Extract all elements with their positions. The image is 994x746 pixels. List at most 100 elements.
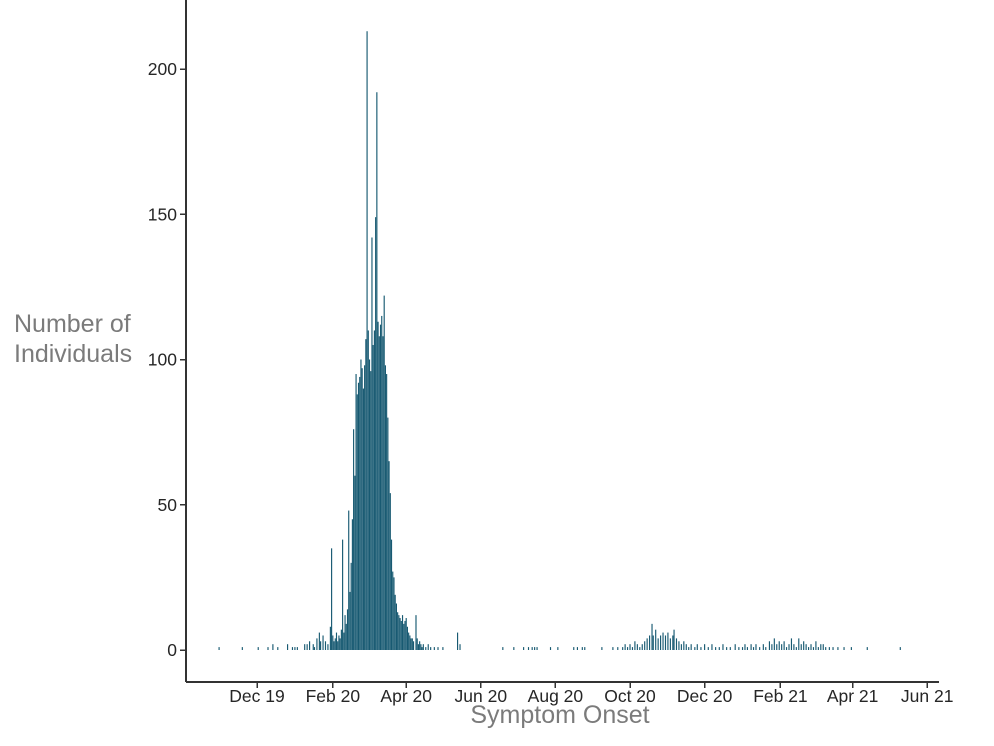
bar bbox=[843, 647, 845, 650]
bar bbox=[639, 647, 641, 650]
bar bbox=[383, 295, 385, 650]
bar bbox=[837, 647, 839, 650]
bar bbox=[622, 647, 624, 650]
bar bbox=[783, 641, 785, 650]
bar bbox=[406, 626, 408, 650]
bar bbox=[366, 31, 368, 651]
bar bbox=[378, 336, 380, 650]
bar bbox=[646, 638, 648, 650]
bar bbox=[399, 618, 401, 650]
bar bbox=[527, 647, 530, 650]
bar bbox=[729, 647, 731, 650]
bar bbox=[788, 644, 790, 650]
bar bbox=[601, 647, 603, 650]
y-axis-title-line2: Individuals bbox=[14, 340, 133, 368]
bar bbox=[296, 647, 298, 650]
bar bbox=[741, 647, 744, 650]
x-tick-label: Jun 20 bbox=[455, 686, 508, 706]
bar bbox=[822, 644, 824, 650]
bar bbox=[343, 632, 345, 650]
x-tick-label: Feb 20 bbox=[306, 686, 361, 706]
bar bbox=[371, 237, 373, 651]
bar bbox=[652, 635, 654, 650]
bar bbox=[375, 217, 377, 650]
bar bbox=[350, 562, 352, 650]
bar bbox=[655, 629, 657, 650]
bar bbox=[817, 647, 819, 650]
bar bbox=[416, 638, 418, 650]
bar bbox=[342, 539, 344, 650]
bar bbox=[359, 376, 361, 650]
bar bbox=[722, 644, 724, 650]
bar bbox=[810, 644, 812, 650]
bar bbox=[755, 644, 757, 650]
bar bbox=[641, 644, 643, 650]
bar bbox=[778, 641, 780, 650]
bar bbox=[379, 324, 382, 650]
bar bbox=[412, 641, 415, 650]
bar bbox=[384, 365, 386, 650]
bar bbox=[395, 603, 397, 650]
bar bbox=[707, 647, 709, 650]
bar bbox=[387, 417, 389, 650]
bar bbox=[355, 374, 357, 650]
bar bbox=[415, 615, 417, 650]
bar bbox=[634, 641, 636, 650]
bar bbox=[573, 647, 575, 650]
bar bbox=[715, 647, 717, 650]
bar bbox=[381, 315, 383, 650]
bar bbox=[531, 647, 533, 650]
bar bbox=[726, 647, 728, 650]
bar bbox=[367, 330, 369, 650]
bar bbox=[442, 647, 444, 650]
bar bbox=[353, 429, 355, 650]
bar bbox=[397, 612, 399, 651]
bar bbox=[704, 644, 706, 650]
bar bbox=[660, 635, 662, 650]
bar bbox=[390, 539, 393, 650]
bar bbox=[629, 644, 631, 650]
bar bbox=[649, 635, 651, 650]
bar bbox=[651, 623, 653, 650]
bar bbox=[364, 365, 366, 650]
bar bbox=[291, 647, 294, 650]
bar bbox=[322, 635, 324, 650]
bar bbox=[828, 647, 830, 650]
bar bbox=[430, 647, 432, 650]
bar bbox=[420, 644, 422, 650]
bar bbox=[459, 644, 461, 650]
bar bbox=[218, 647, 220, 650]
bar bbox=[694, 647, 696, 650]
y-tick-label: 0 bbox=[167, 640, 177, 660]
bar bbox=[365, 339, 367, 650]
x-tick-label: Apr 21 bbox=[827, 686, 879, 706]
bar bbox=[351, 519, 353, 650]
bar bbox=[667, 632, 669, 650]
bar bbox=[377, 321, 379, 650]
bar bbox=[309, 641, 311, 650]
bar bbox=[549, 647, 552, 650]
x-tick-label: Jun 21 bbox=[901, 686, 954, 706]
bar bbox=[899, 647, 901, 650]
bar bbox=[793, 644, 795, 650]
bar bbox=[318, 632, 320, 650]
bar bbox=[409, 635, 411, 650]
bar bbox=[581, 647, 583, 650]
bar bbox=[664, 635, 667, 650]
bar bbox=[335, 632, 338, 650]
bar bbox=[345, 623, 347, 650]
bar bbox=[287, 644, 289, 650]
x-tick-label: Oct 20 bbox=[604, 686, 656, 706]
bar bbox=[636, 644, 638, 650]
bar bbox=[312, 644, 314, 650]
bar bbox=[386, 374, 388, 650]
bar bbox=[688, 647, 690, 650]
bar bbox=[425, 647, 427, 650]
bar bbox=[400, 620, 402, 650]
x-tick-label: Feb 21 bbox=[753, 686, 807, 706]
bar bbox=[808, 647, 810, 650]
bar bbox=[683, 641, 685, 650]
bar bbox=[690, 644, 692, 650]
